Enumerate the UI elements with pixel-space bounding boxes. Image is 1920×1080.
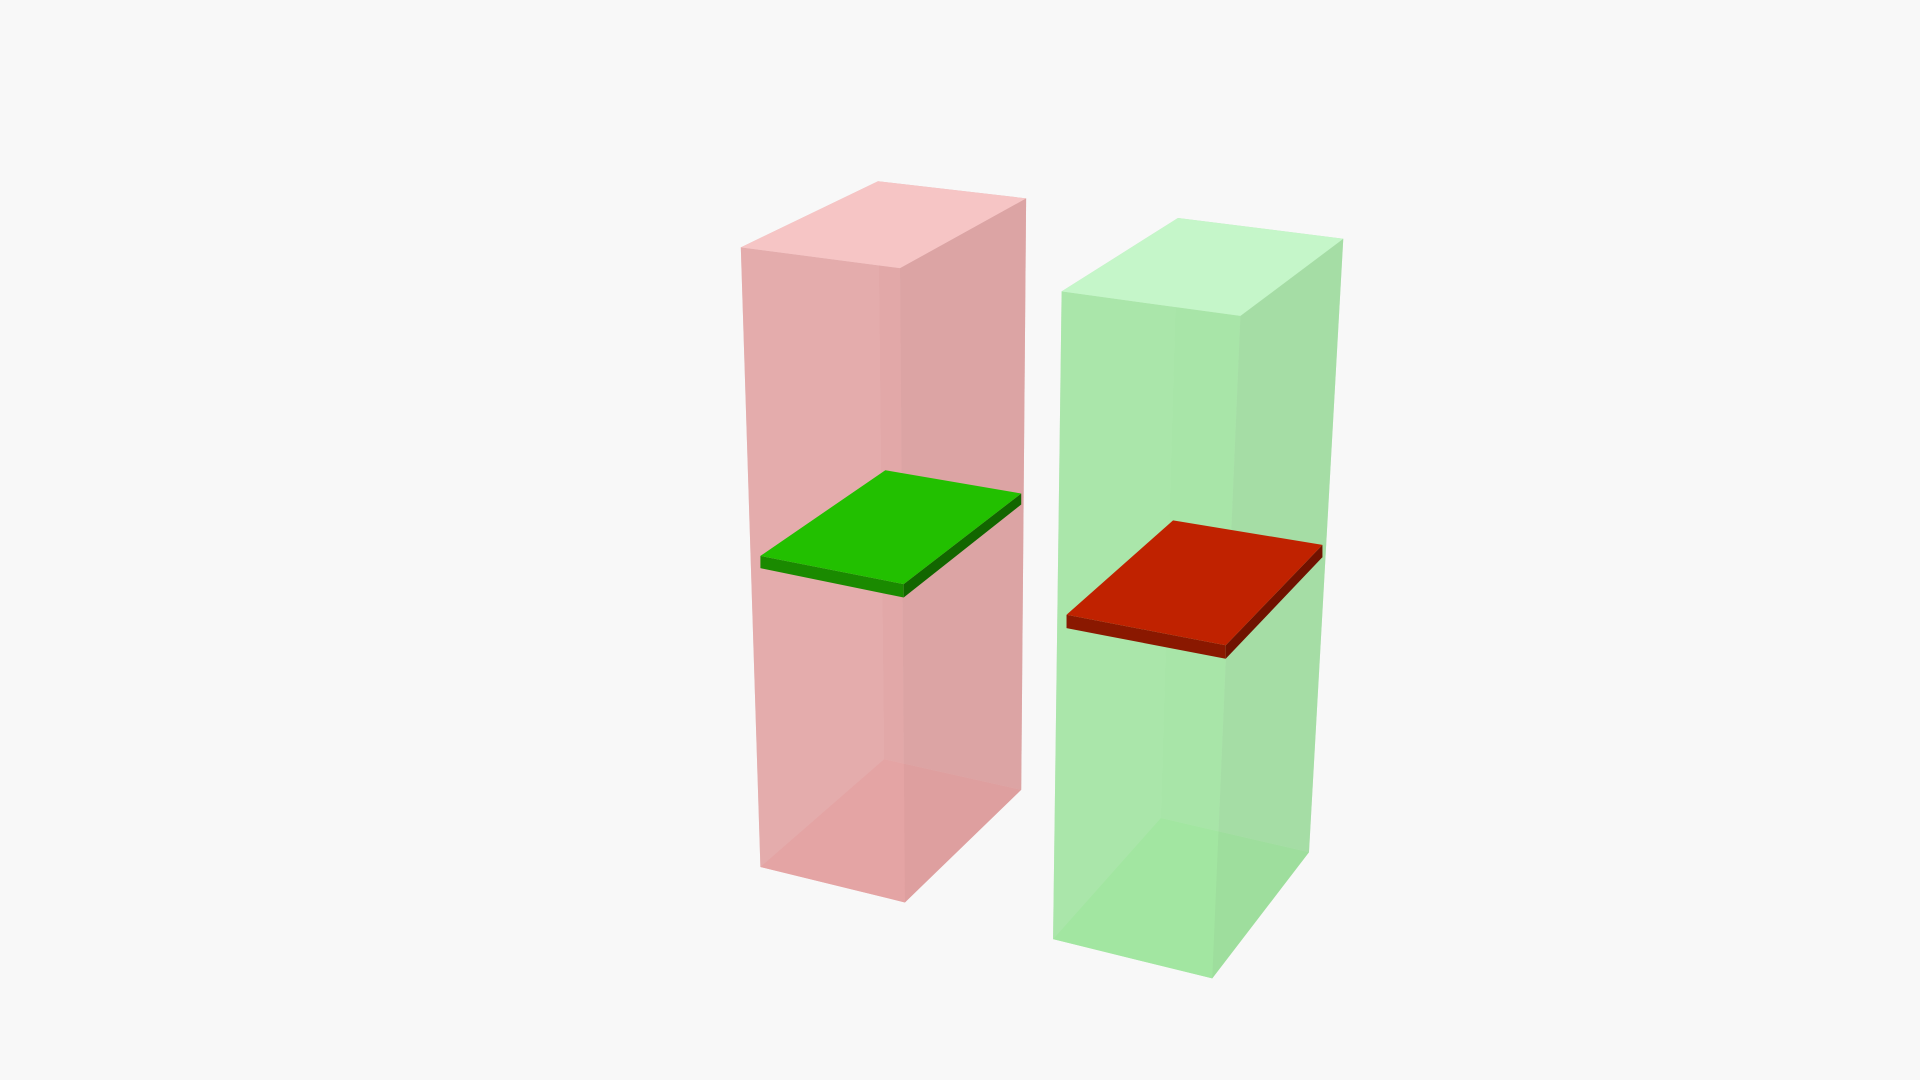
left-plate-right-edge <box>903 493 1022 598</box>
left-plate[interactable] <box>760 470 1022 598</box>
right-plate[interactable] <box>1066 520 1323 659</box>
right-container-front-right-face <box>1212 238 1344 979</box>
right-plate-front-edge <box>1066 614 1226 659</box>
right-plate-top-face <box>1066 520 1323 646</box>
right-container-top-face <box>1061 217 1344 316</box>
right-plate-right-edge <box>1225 544 1323 659</box>
left-plate-top-face <box>760 470 1022 585</box>
left-plate-front-edge <box>760 555 904 598</box>
left-container-top-face <box>740 181 1027 269</box>
